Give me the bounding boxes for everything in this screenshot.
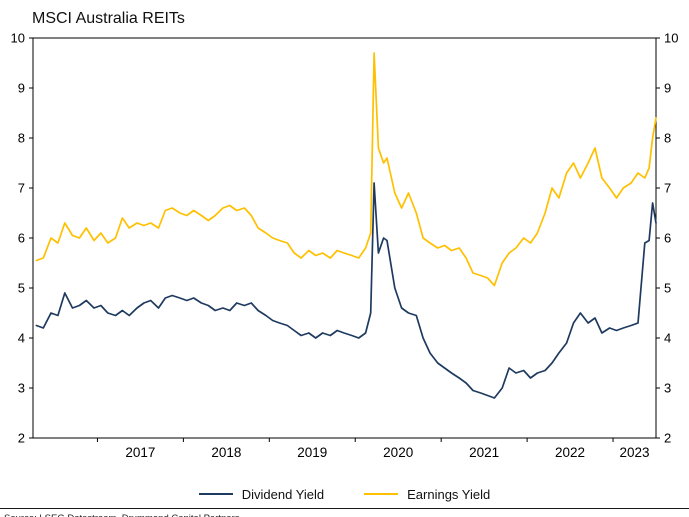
x-axis-tick-label: 2020	[383, 445, 413, 460]
y-axis-tick-label-right: 6	[664, 231, 671, 246]
source-note: Source: LSEG Datastream, Drummond Capita…	[4, 513, 689, 517]
y-axis-tick-label-left: 2	[18, 431, 25, 446]
y-axis-tick-label-left: 9	[18, 81, 25, 96]
dividend-yield-line	[35, 182, 657, 399]
y-axis-tick-label-right: 3	[664, 381, 671, 396]
earnings-yield-line	[35, 52, 657, 287]
legend-item-dividend-yield: Dividend Yield	[198, 486, 325, 502]
y-axis-tick-label-left: 5	[18, 281, 25, 296]
dividend-yield-line-swatch	[198, 493, 233, 495]
earnings-yield-legend-label: Earnings Yield	[407, 486, 491, 502]
y-axis-tick-label-right: 2	[664, 431, 671, 446]
legend-item-earnings-yield: Earnings Yield	[364, 487, 490, 502]
x-axis-tick-label: 2019	[297, 445, 327, 460]
x-axis-tick-label: 2018	[211, 445, 241, 460]
x-axis-tick-label: 2021	[469, 445, 499, 460]
dividend-yield-legend-label: Dividend Yield	[241, 486, 325, 502]
chart-legend: Dividend Yield Earnings Yield	[0, 482, 689, 506]
y-axis-tick-label-right: 9	[664, 81, 671, 96]
y-axis-tick-label-right: 10	[664, 31, 678, 46]
y-axis-tick-label-right: 4	[664, 331, 671, 346]
x-axis-tick-label: 2022	[555, 445, 585, 460]
earnings-yield-line-swatch	[364, 493, 399, 495]
y-axis-tick-label-left: 7	[18, 181, 25, 196]
y-axis-tick-label-right: 7	[664, 181, 671, 196]
footer-divider	[0, 508, 689, 509]
chart-title: MSCI Australia REITs	[32, 10, 185, 27]
y-axis-tick-label-left: 4	[18, 331, 25, 346]
x-axis-tick-label: 2023	[619, 445, 649, 460]
y-axis-tick-label-left: 8	[18, 131, 25, 146]
y-axis-tick-label-right: 8	[664, 131, 671, 146]
y-axis-tick-label-left: 10	[11, 31, 25, 46]
y-axis-tick-label-right: 5	[664, 281, 671, 296]
y-axis-tick-label-left: 3	[18, 381, 25, 396]
chart-svg: 2 2 3 3 4 4 5 5 6 6 7 7 8 8 9 9 10 10 2017 2018 2019 2020 2021…	[11, 31, 679, 461]
y-axis-tick-label-left: 6	[18, 231, 25, 246]
x-axis-tick-label: 2017	[125, 445, 155, 460]
